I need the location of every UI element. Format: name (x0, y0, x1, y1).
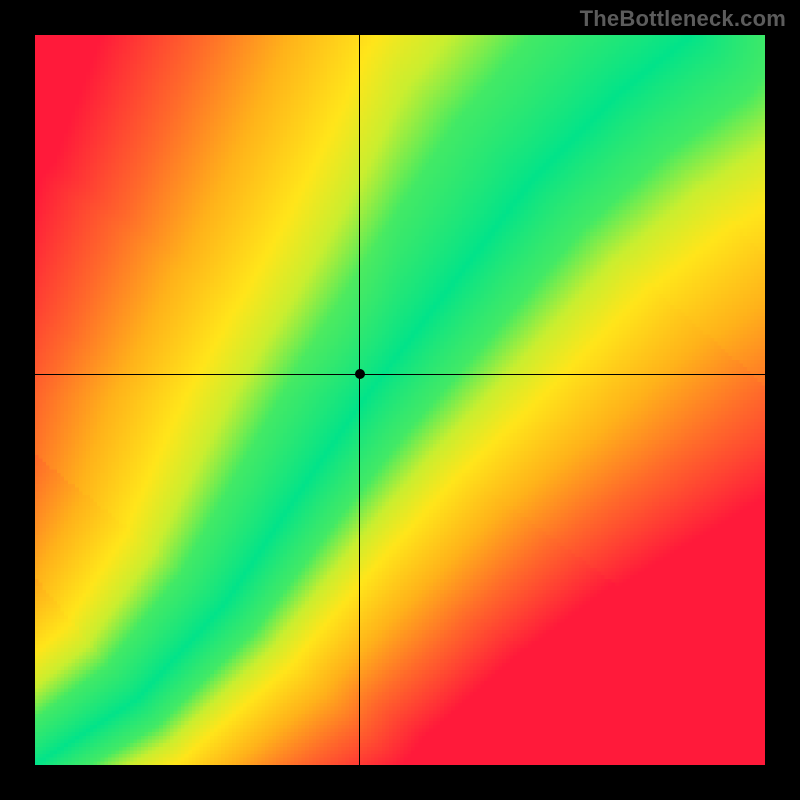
heatmap-canvas (35, 35, 765, 765)
watermark-text: TheBottleneck.com (580, 6, 786, 32)
heatmap-plot (35, 35, 765, 765)
crosshair-marker (355, 369, 365, 379)
chart-frame: TheBottleneck.com (0, 0, 800, 800)
crosshair-horizontal (35, 374, 765, 375)
crosshair-vertical (359, 35, 360, 765)
